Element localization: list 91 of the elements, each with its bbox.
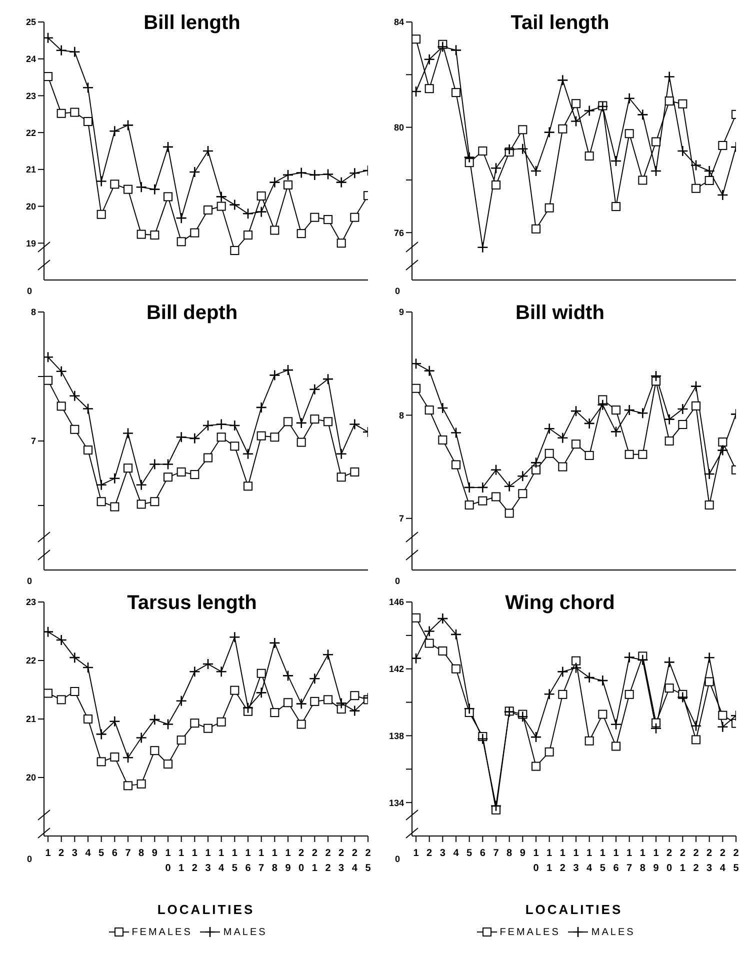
x-tick-label: 15 (229, 848, 240, 878)
text: 0 (394, 286, 400, 296)
x-tick-label: 20 (296, 848, 307, 878)
y-tick-label: 21 (26, 164, 36, 175)
x-tick-label: 4 (82, 848, 94, 863)
x-tick-label: 13 (202, 848, 214, 878)
chart-title: Bill length (144, 12, 240, 34)
x-tick-label: 14 (584, 848, 595, 878)
y-tick-label: 134 (388, 798, 404, 808)
x-tick-label: 7 (490, 848, 502, 863)
y-tick-label: 23 (26, 90, 36, 101)
x-tick-label: 4 (450, 848, 462, 863)
x-tick-label: 19 (650, 848, 662, 878)
y-tick-label: 146 (388, 597, 404, 608)
y-tick-label: 24 (26, 54, 36, 64)
y-tick-label: 8 (30, 307, 36, 318)
y-tick-label: 142 (388, 664, 404, 674)
x-tick-label: 12 (557, 848, 568, 878)
text: 0 (26, 286, 32, 296)
x-tick-label: 6 (477, 848, 488, 863)
x-tick-label: 17 (624, 848, 635, 878)
x-tick-label: 1 (410, 848, 422, 863)
x-tick-label: 25 (362, 848, 374, 878)
x-axis-title: LOCALITIES (157, 902, 255, 917)
chart-title: Tail length (510, 12, 610, 34)
text: 0 (26, 576, 32, 586)
x-tick-label: 23 (704, 848, 715, 878)
chart-title: Bill depth (146, 302, 238, 324)
chart-title: Wing chord (505, 592, 615, 614)
x-tick-label: 8 (504, 848, 515, 863)
x-tick-label: 9 (149, 848, 160, 863)
x-tick-label: 2 (56, 848, 67, 863)
legend-label: MALES (223, 926, 268, 938)
y-tick-label: 21 (26, 714, 36, 724)
x-tick-label: 21 (309, 848, 320, 878)
x-tick-label: 16 (242, 848, 254, 878)
x-axis-title: LOCALITIES (525, 902, 623, 917)
x-tick-label: 18 (637, 848, 648, 878)
y-tick-label: 19 (26, 238, 36, 248)
y-tick-label: 7 (398, 514, 404, 524)
y-tick-label: 22 (26, 656, 36, 666)
x-tick-label: 1 (42, 848, 54, 863)
x-tick-label: 3 (69, 848, 80, 863)
x-tick-label: 12 (189, 848, 200, 878)
x-tick-label: 14 (216, 848, 227, 878)
x-tick-label: 24 (717, 848, 728, 878)
legend-label: MALES (591, 926, 636, 938)
x-tick-label: 7 (122, 848, 134, 863)
chart-title: Tarsus length (127, 592, 257, 614)
y-tick-label: 8 (398, 410, 404, 420)
x-tick-label: 15 (597, 848, 608, 878)
y-tick-label: 22 (26, 128, 36, 138)
x-tick-label: 3 (437, 848, 448, 863)
x-tick-label: 10 (162, 848, 174, 878)
x-tick-label: 6 (109, 848, 120, 863)
x-tick-label: 11 (544, 848, 555, 878)
x-tick-label: 23 (336, 848, 347, 878)
y-tick-label: 23 (26, 597, 36, 608)
x-tick-label: 25 (730, 848, 742, 878)
y-tick-label: 84 (394, 17, 404, 28)
x-tick-label: 17 (256, 848, 267, 878)
x-tick-label: 16 (610, 848, 622, 878)
x-tick-label: 8 (136, 848, 147, 863)
y-tick-label: 9 (398, 307, 404, 318)
x-tick-label: 22 (690, 848, 702, 878)
x-tick-label: 2 (424, 848, 435, 863)
y-tick-label: 76 (394, 228, 404, 238)
text: 0 (394, 576, 400, 586)
x-tick-label: 9 (517, 848, 528, 863)
x-tick-label: 18 (269, 848, 280, 878)
x-tick-label: 20 (664, 848, 675, 878)
x-tick-label: 13 (570, 848, 582, 878)
y-tick-label: 20 (26, 201, 36, 212)
x-tick-label: 11 (176, 848, 187, 878)
y-tick-label: 80 (394, 122, 404, 132)
y-tick-label: 138 (388, 730, 404, 741)
x-tick-label: 10 (530, 848, 542, 878)
text: 0 (394, 854, 400, 864)
y-tick-label: 25 (26, 17, 36, 28)
x-tick-label: 22 (322, 848, 334, 878)
legend-label: FEMALES (132, 926, 192, 938)
x-tick-label: 5 (96, 848, 107, 863)
x-tick-label: 19 (282, 848, 294, 878)
legend-label: FEMALES (500, 926, 560, 938)
text: 0 (26, 854, 32, 864)
chart-title: Bill width (516, 302, 604, 324)
y-tick-label: 20 (26, 772, 36, 783)
x-tick-label: 5 (464, 848, 475, 863)
y-tick-label: 7 (30, 436, 36, 446)
x-tick-label: 24 (349, 848, 360, 878)
x-tick-label: 21 (677, 848, 688, 878)
